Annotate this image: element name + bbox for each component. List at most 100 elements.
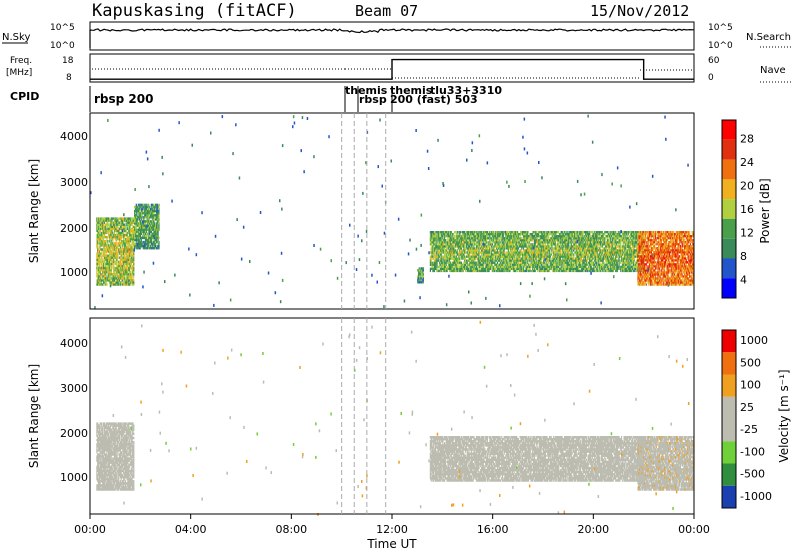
power-echo-cell: [508, 233, 509, 235]
power-echo-cell: [571, 247, 572, 249]
power-echo-cell: [446, 249, 447, 251]
power-echo-cell: [484, 233, 485, 235]
power-echo-cell: [468, 268, 469, 270]
power-echo-cell: [517, 249, 518, 251]
power-echo-cell: [441, 233, 442, 235]
power-echo-cell: [541, 239, 542, 241]
freq-left-label-1: Freq.: [10, 56, 32, 66]
power-echo-cell: [590, 235, 591, 237]
power-echo-cell: [586, 245, 587, 247]
power-echo-cell: [446, 262, 447, 264]
power-echo-cell: [555, 251, 556, 253]
power-echo-cell: [539, 247, 540, 249]
power-echo-cell: [465, 264, 466, 266]
power-echo-cell: [111, 269, 112, 271]
power-echo-cell: [536, 260, 537, 262]
power-echo-cell: [444, 247, 445, 249]
power-echo-cell: [434, 270, 435, 272]
power-echo-cell: [475, 239, 476, 241]
power-echo-cell: [102, 259, 103, 261]
power-echo-cell: [504, 264, 505, 266]
power-echo-cell: [495, 243, 496, 245]
power-echo-cell: [551, 251, 552, 253]
power-echo-cell: [133, 252, 134, 254]
power-echo-cell: [447, 249, 448, 251]
power-echo-cell: [474, 260, 475, 262]
power-echo-cell: [478, 231, 479, 233]
power-echo-cell: [499, 237, 500, 239]
power-echo-cell: [561, 266, 562, 268]
power-echo-cell: [97, 244, 98, 246]
power-echo-cell: [483, 249, 484, 251]
power-echo-cell: [157, 204, 158, 206]
power-echo-cell: [550, 256, 551, 258]
power-echo-cell: [568, 251, 569, 253]
power-echo-cell: [116, 242, 117, 244]
power-echo-cell: [489, 245, 490, 247]
power-echo-cell: [465, 270, 466, 272]
power-echo-cell: [439, 233, 440, 235]
power-echo-cell: [580, 262, 581, 264]
date-title: 15/Nov/2012: [590, 2, 689, 20]
power-echo-cell: [461, 241, 462, 243]
power-echo-cell: [572, 239, 573, 241]
power-echo-cell: [493, 266, 494, 268]
power-echo-cell: [549, 249, 550, 251]
power-echo-cell: [447, 243, 448, 245]
power-echo-cell: [557, 268, 558, 270]
power-echo-cell: [585, 247, 586, 249]
power-echo-cell: [566, 251, 567, 253]
power-echo-cell: [507, 237, 508, 239]
power-echo-cell: [571, 249, 572, 251]
power-echo-cell: [452, 235, 453, 237]
power-echo-cell: [133, 269, 134, 271]
power-echo-cell: [125, 226, 126, 228]
power-echo-cell: [107, 240, 108, 242]
power-echo-cell: [568, 239, 569, 241]
power-echo-cell: [434, 251, 435, 253]
power-echo-cell: [555, 256, 556, 258]
power-echo-cell: [527, 233, 528, 235]
power-echo-cell: [458, 264, 459, 266]
power-echo-cell: [499, 243, 500, 245]
power-echo-cell: [452, 243, 453, 245]
power-echo-cell: [589, 233, 590, 235]
power-echo-cell: [474, 266, 475, 268]
power-echo-cell: [110, 275, 111, 277]
power-echo-cell: [563, 233, 564, 235]
power-echo-cell: [551, 253, 552, 255]
power-echo-cell: [541, 258, 542, 260]
power-echo-cell: [464, 243, 465, 245]
power-echo-cell: [462, 251, 463, 253]
power-echo-cell: [586, 262, 587, 264]
power-echo-cell: [153, 204, 154, 206]
power-echo-cell: [431, 260, 432, 262]
power-echo-cell: [493, 256, 494, 258]
power-echo-cell: [504, 243, 505, 245]
power-echo-cell: [522, 251, 523, 253]
power-echo-cell: [112, 242, 113, 244]
power-echo-cell: [137, 206, 138, 208]
power-echo-cell: [116, 232, 117, 234]
power-echo-cell: [467, 262, 468, 264]
freq-strip: Freq. [MHz] 18 8 60 0 Nave: [6, 54, 792, 83]
power-echo-cell: [457, 251, 458, 253]
power-echo-cell: [436, 241, 437, 243]
power-echo-cell: [537, 270, 538, 272]
freq-right-tick-top: 60: [708, 56, 720, 66]
power-echo-cell: [445, 233, 446, 235]
power-echo-cell: [507, 231, 508, 233]
power-echo-cell: [158, 245, 159, 247]
power-echo-cell: [535, 264, 536, 266]
power-echo-cell: [588, 270, 589, 272]
power-echo-cell: [158, 212, 159, 214]
power-echo-cell: [470, 239, 471, 241]
power-echo-cell: [442, 239, 443, 241]
power-echo-cell: [485, 268, 486, 270]
power-echo-cell: [540, 243, 541, 245]
power-echo-cell: [573, 256, 574, 258]
power-echo-cell: [444, 237, 445, 239]
power-echo-cell: [437, 262, 438, 264]
power-echo-cell: [512, 258, 513, 260]
